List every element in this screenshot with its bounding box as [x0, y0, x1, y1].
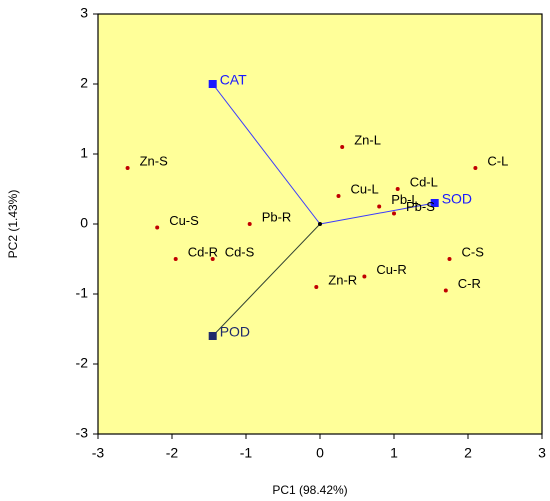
y-tick-label: 1 [80, 145, 88, 161]
score-point [362, 274, 367, 279]
point-label: Cd-R [188, 244, 218, 259]
score-point [395, 187, 400, 191]
score-point [473, 166, 478, 170]
score-point [443, 288, 448, 293]
x-tick-label: -2 [166, 445, 179, 461]
y-tick-label: 3 [80, 5, 88, 21]
score-point [155, 225, 160, 230]
x-tick-label: -1 [240, 445, 253, 461]
y-tick-label: -3 [76, 425, 89, 441]
score-point [392, 211, 396, 216]
loading-vector [319, 202, 435, 225]
loading-label: CAT [220, 72, 247, 88]
x-tick-label: 2 [464, 445, 472, 461]
point-label: Pb-L [391, 192, 418, 207]
score-point [314, 285, 319, 289]
point-label: Zn-S [140, 153, 169, 168]
point-label: Zn-L [354, 132, 381, 147]
loading-vector [212, 83, 321, 225]
point-label: Cu-R [376, 262, 406, 277]
y-axis-label: PC2 (1.43%) [6, 190, 20, 259]
x-tick-label: 0 [316, 445, 324, 461]
score-point [447, 257, 452, 261]
loading-marker [208, 80, 217, 88]
loading-label: SOD [442, 191, 472, 207]
point-label: Cu-L [351, 181, 379, 196]
score-point [210, 257, 215, 261]
loading-vector [212, 223, 321, 337]
loading-label: POD [220, 324, 250, 340]
point-label: Cd-S [225, 244, 255, 259]
y-tick-label: -1 [76, 285, 89, 301]
score-point [247, 222, 252, 226]
loading-marker [430, 199, 439, 207]
point-label: C-R [458, 276, 481, 291]
x-axis-label: PC1 (98.42%) [272, 483, 347, 497]
loading-marker [208, 332, 217, 340]
point-label: Zn-R [328, 272, 357, 287]
score-point [340, 145, 345, 149]
point-label: Cd-L [410, 174, 438, 189]
score-point [125, 166, 130, 170]
x-tick-label: 3 [538, 445, 546, 461]
x-tick-label: -3 [92, 445, 105, 461]
y-tick-label: -2 [76, 355, 89, 371]
y-tick-label: 2 [80, 75, 88, 91]
score-point [336, 194, 341, 198]
point-label: Pb-R [262, 209, 292, 224]
point-label: Pb-S [406, 199, 435, 214]
point-label: C-S [462, 244, 485, 259]
score-point [173, 257, 178, 261]
score-point [377, 204, 382, 209]
y-tick-label: 0 [80, 215, 88, 231]
point-label: Cu-S [169, 213, 199, 228]
point-label: C-L [487, 153, 508, 168]
origin [318, 222, 322, 226]
x-tick-label: 1 [390, 445, 398, 461]
